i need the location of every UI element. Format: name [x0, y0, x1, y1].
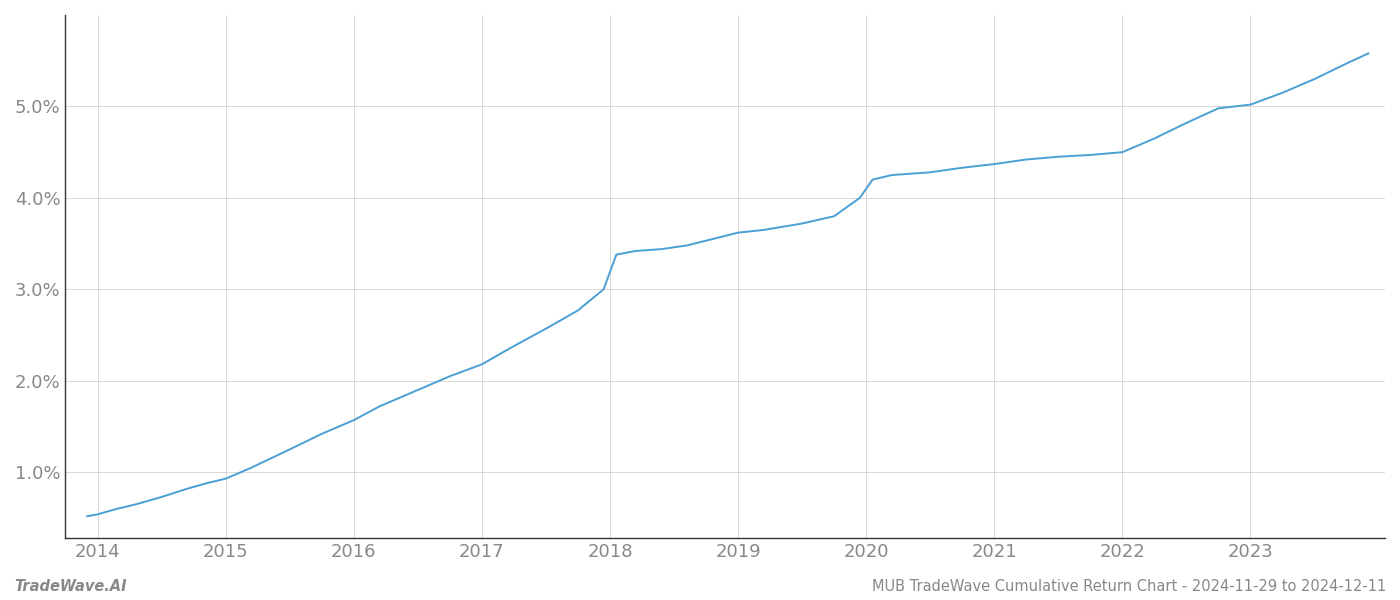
Text: MUB TradeWave Cumulative Return Chart - 2024-11-29 to 2024-12-11: MUB TradeWave Cumulative Return Chart - …: [872, 579, 1386, 594]
Text: TradeWave.AI: TradeWave.AI: [14, 579, 126, 594]
